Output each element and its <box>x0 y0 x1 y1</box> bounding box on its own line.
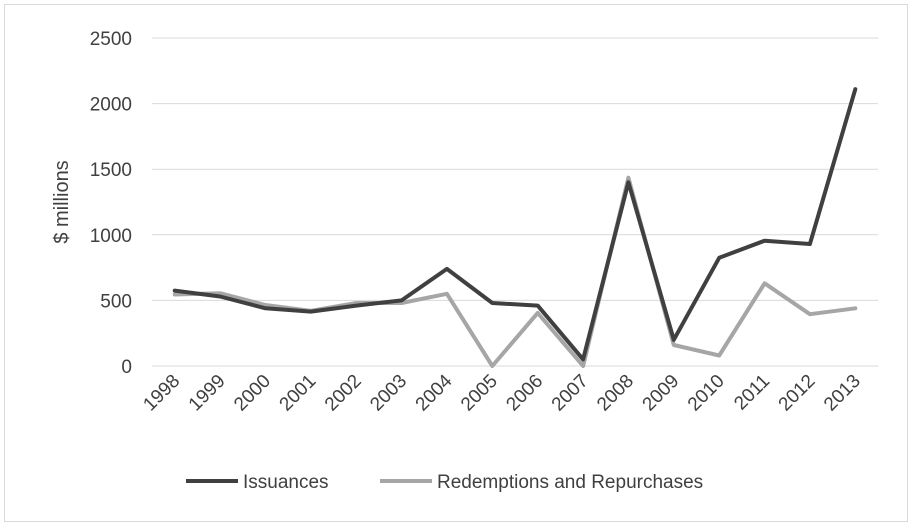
x-tick-label: 2009 <box>639 371 684 416</box>
x-tick-label: 2002 <box>321 371 366 416</box>
x-tick-label: 1998 <box>139 371 184 416</box>
legend: Issuances Redemptions and Repurchases <box>186 472 703 493</box>
chart-frame <box>4 4 908 522</box>
x-tick-label: 2005 <box>457 371 502 416</box>
y-tick-label: 500 <box>100 291 132 312</box>
y-axis-title: $ millions <box>51 160 73 243</box>
y-tick-labels: 0 500 1000 1500 2000 2500 <box>90 29 132 378</box>
legend-label: Redemptions and Repurchases <box>437 472 703 493</box>
series-lines <box>172 87 858 368</box>
y-tick-label: 2000 <box>90 95 132 116</box>
x-tick-label: 2013 <box>820 371 865 416</box>
x-tick-label: 2006 <box>502 371 547 416</box>
legend-label: Issuances <box>243 472 329 493</box>
gridlines <box>152 37 878 367</box>
x-tick-label: 2007 <box>548 371 593 416</box>
x-tick-label: 2008 <box>593 371 638 416</box>
y-tick-label: 0 <box>121 357 132 378</box>
series-line-1 <box>172 175 858 368</box>
x-tick-label: 2000 <box>230 371 275 416</box>
x-tick-label: 1999 <box>185 371 230 416</box>
x-tick-label: 2012 <box>775 371 820 416</box>
x-tick-label: 2001 <box>276 371 321 416</box>
y-tick-label: 1000 <box>90 226 132 247</box>
x-tick-label: 2003 <box>366 371 411 416</box>
x-tick-label: 2011 <box>730 371 774 415</box>
y-tick-label: 1500 <box>90 160 132 181</box>
x-tick-label: 2004 <box>412 370 457 415</box>
x-tick-label: 2010 <box>684 371 729 416</box>
x-tick-labels: 1998 1999 2000 2001 2002 2003 2004 2005 2006 2007… <box>139 370 864 415</box>
y-tick-label: 2500 <box>90 29 132 50</box>
series-line-0 <box>172 87 858 362</box>
